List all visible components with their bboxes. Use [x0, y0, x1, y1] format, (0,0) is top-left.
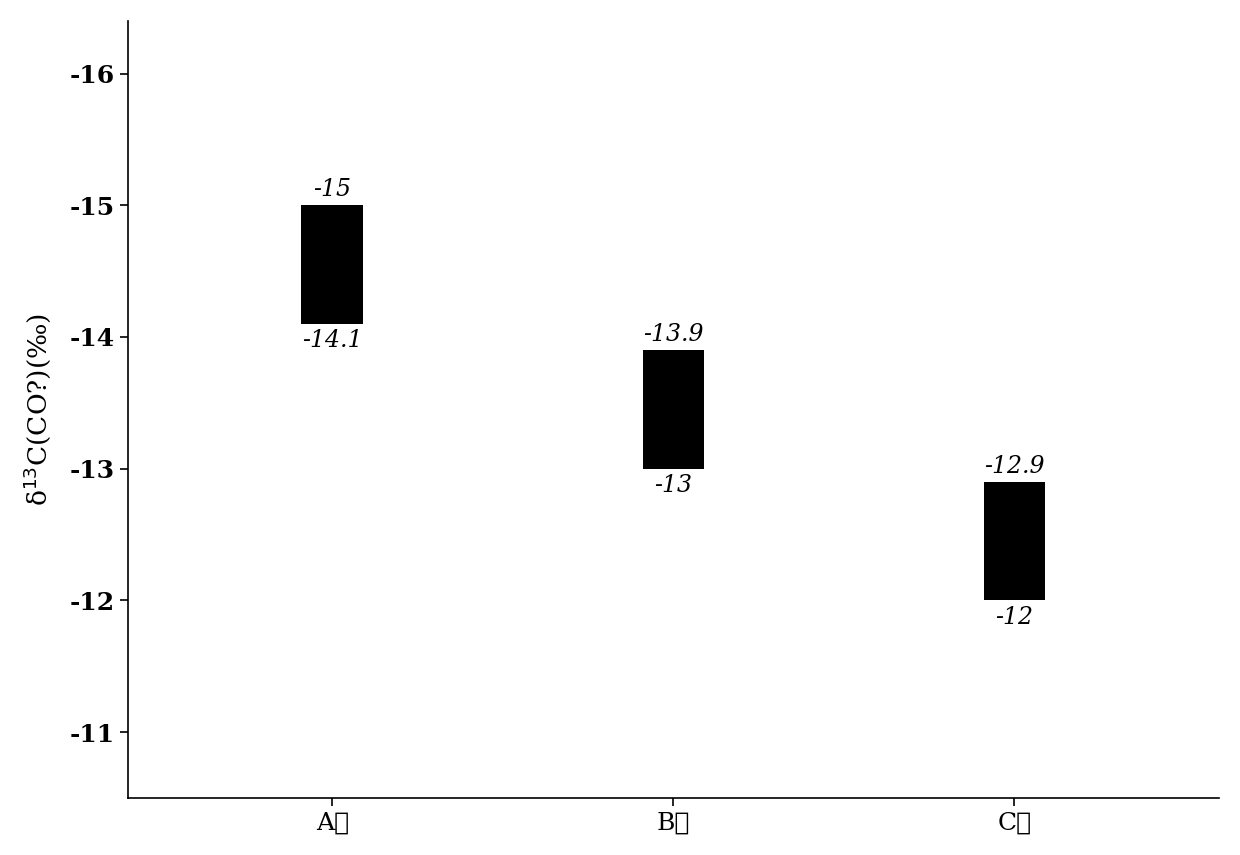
Bar [983, 482, 1045, 600]
Bar [642, 351, 704, 469]
Y-axis label: δ$^{13}$C(CO?)(‰): δ$^{13}$C(CO?)(‰) [21, 313, 52, 506]
Text: -14.1: -14.1 [303, 329, 362, 352]
Text: -12: -12 [996, 605, 1033, 628]
Text: -13: -13 [655, 474, 692, 497]
Text: -13.9: -13.9 [644, 323, 703, 346]
Text: -15: -15 [314, 179, 351, 201]
Bar [301, 205, 363, 324]
Text: -12.9: -12.9 [985, 455, 1045, 478]
